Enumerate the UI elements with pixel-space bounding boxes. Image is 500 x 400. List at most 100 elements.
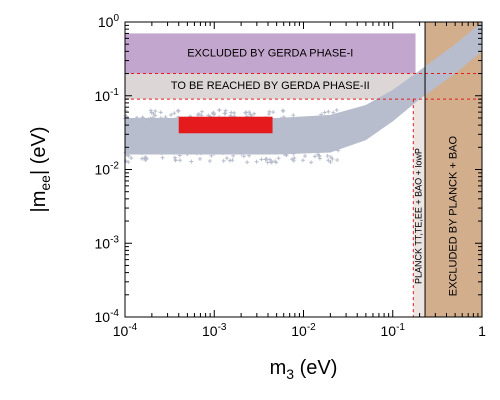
band-scatter-point [180,146,185,151]
band-scatter-point [123,150,128,155]
y-tick-label: 100 [98,13,120,30]
band-scatter-point [328,159,333,164]
band-scatter-point [284,118,289,123]
band-scatter-point [302,154,307,159]
band-scatter-point [139,150,144,155]
band-scatter-point [222,111,227,116]
band-scatter-point [292,156,297,161]
x-tick-exp: -4 [128,322,137,333]
band-scatter-point [135,116,140,121]
band-scatter-point [278,116,283,121]
band-scatter-point [287,120,292,125]
band-scatter-point [291,113,296,118]
band-scatter-point [152,124,157,129]
band-scatter-point [218,148,223,153]
y-axis-title-sub: ee [37,175,53,191]
band-scatter-point [173,158,178,163]
band-scatter-point [300,123,305,128]
band-scatter-point [199,109,204,114]
band-scatter-point [142,117,147,122]
band-scatter-point [171,150,176,155]
band-scatter-point [308,122,313,127]
x-tick-label: 10-2 [291,322,316,339]
band-scatter-point [334,108,339,113]
band-scatter-point [265,160,270,165]
band-scatter-point [316,152,321,157]
band-scatter-point [163,115,168,120]
band-scatter-point [326,158,331,163]
x-tick-base: 10 [381,323,397,339]
band-scatter-point [243,149,248,154]
band-scatter-point [169,112,174,117]
band-scatter-point [300,118,305,123]
band-scatter-point [229,149,234,154]
band-scatter-point [172,155,177,160]
band-scatter-point [304,147,309,152]
band-scatter-point [170,123,175,128]
band-scatter-point [159,151,164,156]
band-scatter-point [223,108,228,113]
band-scatter-point [293,117,298,122]
band-scatter-point [150,146,155,151]
band-scatter-point [328,121,333,126]
band-scatter-point [335,158,340,163]
band-scatter-point [149,121,154,126]
band-scatter-point [286,149,291,154]
band-scatter-point [336,123,341,128]
band-scatter-point [154,119,159,124]
band-scatter-point [291,158,296,163]
band-scatter-point [221,146,226,151]
y-tick-exp: -2 [110,161,119,172]
y-tick-exp: -4 [110,308,119,319]
band-scatter-point [194,151,199,156]
band-scatter-point [331,110,336,115]
band-scatter-point [129,156,134,161]
band-scatter-point [330,156,335,161]
region-3 [413,73,426,317]
band-scatter-point [254,159,259,164]
x-tick-label: 1 [478,323,486,339]
band-scatter-point [212,151,217,156]
band-scatter-point [278,123,283,128]
band-scatter-point [231,153,236,158]
band-scatter-point [281,108,286,113]
band-scatter-point [128,119,133,124]
band-scatter-point [232,111,237,116]
band-scatter-point [221,158,226,163]
band-scatter-point [331,122,336,127]
band-scatter-point [291,151,296,156]
x-tick-base: 10 [113,323,129,339]
band-scatter-point [197,156,202,161]
region-label-1: EXCLUDED BY GERDA PHASE-I [187,47,353,59]
x-axis-title-sub: 3 [286,366,294,382]
x-axis-title: m3 (eV) [270,357,338,382]
band-scatter-point [159,117,164,122]
y-tick-label: 10-2 [95,161,120,178]
band-scatter-point [310,121,315,126]
band-scatter-point [149,110,154,115]
band-scatter-point [137,122,142,127]
highlight-layer [178,116,273,134]
band-scatter-point [207,148,212,153]
y-tick-exp: -1 [110,87,119,98]
x-tick-label: 10-1 [381,322,406,339]
band-scatter-point [207,159,212,164]
band-scatter-point [336,148,341,153]
labels-layer: EXCLUDED BY GERDA PHASE-I TO BE REACHED B… [171,47,460,296]
band-scatter-point [126,160,131,165]
region-label-4: EXCLUDED BY PLANCK + BAO [447,135,459,296]
y-tick-base: 10 [95,162,111,178]
band-scatter-point [320,121,325,126]
band-scatter-point [284,153,289,158]
band-scatter-point [276,156,281,161]
band-scatter-point [312,154,317,159]
band-scatter-point [209,153,214,158]
band-scatter-point [278,144,283,149]
band-scatter-point [223,148,228,153]
band-scatter-point [313,120,318,125]
band-scatter-point [244,110,249,115]
band-scatter-point [267,157,272,162]
band-scatter-point [228,158,233,163]
band-scatter-point [157,150,162,155]
x-tick-label: 10-3 [202,322,227,339]
